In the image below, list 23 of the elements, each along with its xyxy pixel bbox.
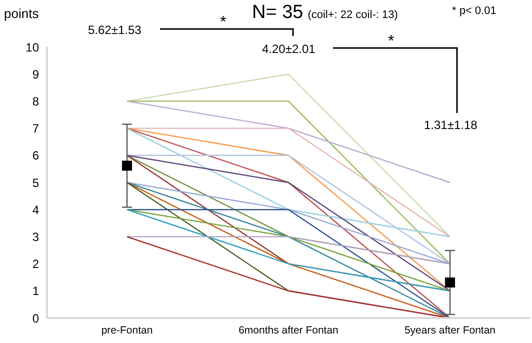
y-tick-label: 7	[32, 122, 40, 136]
y-axis-title: points	[4, 6, 39, 21]
x-tick-label: pre-Fontan	[101, 324, 153, 336]
y-tick-label: 6	[32, 148, 40, 163]
y-tick-label: 9	[32, 67, 40, 82]
annotation: *	[388, 33, 394, 51]
annotation: 4.20±2.01	[262, 42, 316, 56]
y-tick-label: 2	[32, 257, 40, 272]
text: * p< 0.01	[452, 5, 496, 17]
chart-subtitle: (coil+: 22 coil-: 13)	[308, 9, 398, 21]
y-tick-label: 1	[32, 284, 40, 298]
y-tick-label: 4	[32, 202, 40, 217]
chart-title: N= 35	[252, 2, 304, 23]
text: *	[220, 14, 226, 32]
y-tick-label: 5	[32, 176, 40, 190]
y-tick-label: 10	[26, 40, 40, 54]
x-tick-label: 6months after Fontan	[238, 324, 339, 336]
y-tick-label: 3	[32, 230, 40, 244]
annotation: 1.31±1.18	[424, 118, 478, 132]
x-tick-label: 5years after Fontan	[404, 324, 496, 336]
y-tick-label: 0	[32, 311, 40, 326]
text: 5.62±1.53	[88, 23, 142, 37]
y-tick-label: 8	[32, 94, 40, 108]
